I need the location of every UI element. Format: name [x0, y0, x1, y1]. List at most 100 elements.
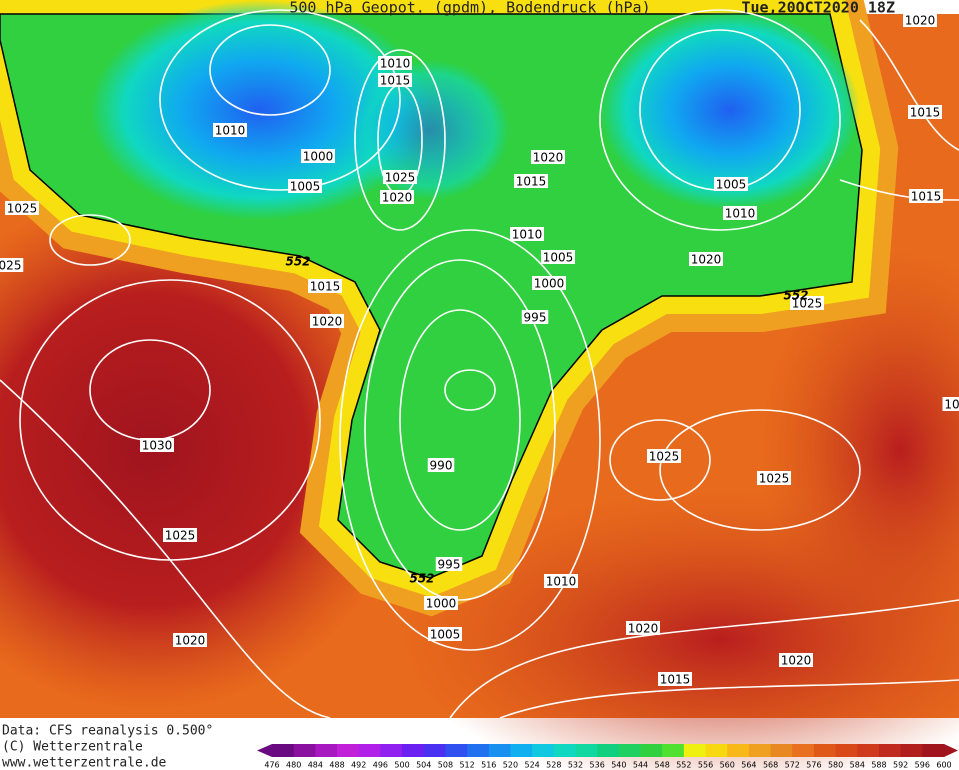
- isobar-label-box: [626, 621, 660, 635]
- color-bar-label: 556: [698, 761, 713, 770]
- color-bar-label: 548: [655, 761, 670, 770]
- isobar-label-box: [213, 123, 247, 137]
- color-bar-label: 584: [850, 761, 865, 770]
- color-bar-label: 508: [438, 761, 453, 770]
- color-bar-swatch: [878, 744, 902, 757]
- color-bar-label: 596: [915, 761, 930, 770]
- isobar-label: 1020: [628, 622, 659, 636]
- color-bar-swatch: [835, 744, 858, 757]
- isobar-label: 1005: [290, 180, 321, 194]
- isobar-label-box: [790, 296, 824, 310]
- color-bar-label: 592: [893, 761, 908, 770]
- isobar-label-box: [378, 56, 412, 70]
- color-bar-label: 520: [503, 761, 518, 770]
- color-bar-label: 496: [373, 761, 388, 770]
- isobar-label-box: [288, 179, 322, 193]
- isobar-label-box: [908, 105, 942, 119]
- isobar-label: 1015: [380, 74, 411, 88]
- isobar-label-box: [301, 149, 335, 163]
- contour-label: 552: [285, 255, 310, 269]
- isobar-label: 1015: [516, 175, 547, 189]
- isobar-label-box: [514, 174, 548, 188]
- color-bar-label: 492: [351, 761, 366, 770]
- isobar-label: 1015: [910, 106, 941, 120]
- color-bar-swatch: [900, 744, 923, 757]
- color-bar-label: 536: [590, 761, 605, 770]
- color-bar-swatch: [488, 744, 511, 757]
- isobar-label-box: [427, 458, 455, 472]
- contour-label: 552: [409, 572, 434, 586]
- color-bar-swatch: [553, 744, 576, 757]
- color-bar-arrow-left: [257, 744, 272, 757]
- color-bar-swatch: [705, 744, 728, 757]
- isobar-label: 1010: [546, 575, 577, 589]
- isobar-label-box: [308, 279, 342, 293]
- color-bar-swatch: [337, 744, 360, 757]
- isobar-label-box: [510, 227, 544, 241]
- color-bar-swatch: [423, 744, 446, 757]
- isobar-label-box: [544, 574, 578, 588]
- color-bar-label: 504: [416, 761, 431, 770]
- color-bar-swatch: [770, 744, 793, 757]
- color-bar-label: 588: [871, 761, 886, 770]
- isobar-label-box: [424, 596, 458, 610]
- color-bar-swatch: [857, 744, 880, 757]
- isobar-label: 1020: [312, 315, 343, 329]
- color-bar-swatch: [597, 744, 620, 757]
- isobar-label-box: [689, 252, 723, 266]
- color-bar-label: 524: [524, 761, 539, 770]
- isobar-label: 1010: [215, 124, 246, 138]
- isobar-label-box: [757, 471, 791, 485]
- isobar-label: 1005: [716, 178, 747, 192]
- color-bar-swatch: [315, 744, 338, 757]
- isobar-label-box: [942, 397, 959, 411]
- isobar-label: 1010: [380, 57, 411, 71]
- color-bar-swatch: [380, 744, 403, 757]
- color-bar-label: 512: [459, 761, 474, 770]
- color-bar-label: 480: [286, 761, 301, 770]
- isobar-label: 1020: [382, 191, 413, 205]
- isobar-label-box: [173, 633, 207, 647]
- color-bar-swatch: [922, 744, 945, 757]
- isobar-label-box: [714, 177, 748, 191]
- isobar-label-box: [163, 528, 197, 542]
- color-bar-label: 564: [741, 761, 756, 770]
- isobar-label: 1025: [649, 450, 680, 464]
- isobar-label-box: [531, 150, 565, 164]
- color-bar: 476 480 484 488 492 496 500 504 508 512 516 520 524 5…: [257, 744, 958, 770]
- isobar-label: 990: [430, 459, 453, 473]
- color-bar-swatch: [467, 744, 490, 757]
- color-bar-label: 528: [546, 761, 561, 770]
- isobar-label-box: [380, 190, 414, 204]
- contour-label: 552: [783, 289, 808, 303]
- isobar-label-box: [723, 206, 757, 220]
- color-bar-label: 600: [936, 761, 951, 770]
- isobar-label-box: [532, 276, 566, 290]
- color-bar-swatch: [748, 744, 772, 757]
- color-bar-label: 544: [633, 761, 648, 770]
- color-bar-swatch: [532, 744, 555, 757]
- isobar-label: 1020: [905, 14, 936, 28]
- color-bar-label: 552: [676, 761, 691, 770]
- isobar-label-box: [903, 13, 937, 27]
- isobar-label: 1025: [792, 297, 823, 311]
- isobar-label: 995: [524, 311, 547, 325]
- website: www.wetterzentrale.de: [2, 756, 167, 770]
- isobar-label-box: [435, 557, 463, 571]
- isobar-label: 1020: [691, 253, 722, 267]
- data-source: Data: CFS reanalysis 0.500°: [2, 724, 213, 739]
- isobar-label-box: [658, 672, 692, 686]
- isobar-label: 1025: [759, 472, 790, 486]
- isobar-label-box: [5, 201, 39, 215]
- color-bar-swatch: [618, 744, 642, 757]
- color-bar-swatch: [813, 744, 837, 757]
- color-bar-label: 532: [568, 761, 583, 770]
- color-bar-swatch: [510, 744, 533, 757]
- isobar-label: 1000: [303, 150, 334, 164]
- isobar-label-box: [383, 170, 417, 184]
- color-bar-label: 580: [828, 761, 843, 770]
- color-bar-label: 568: [763, 761, 778, 770]
- map-date: Tue,20OCT2020 18Z: [741, 0, 895, 17]
- isobar-label-box: [779, 653, 813, 667]
